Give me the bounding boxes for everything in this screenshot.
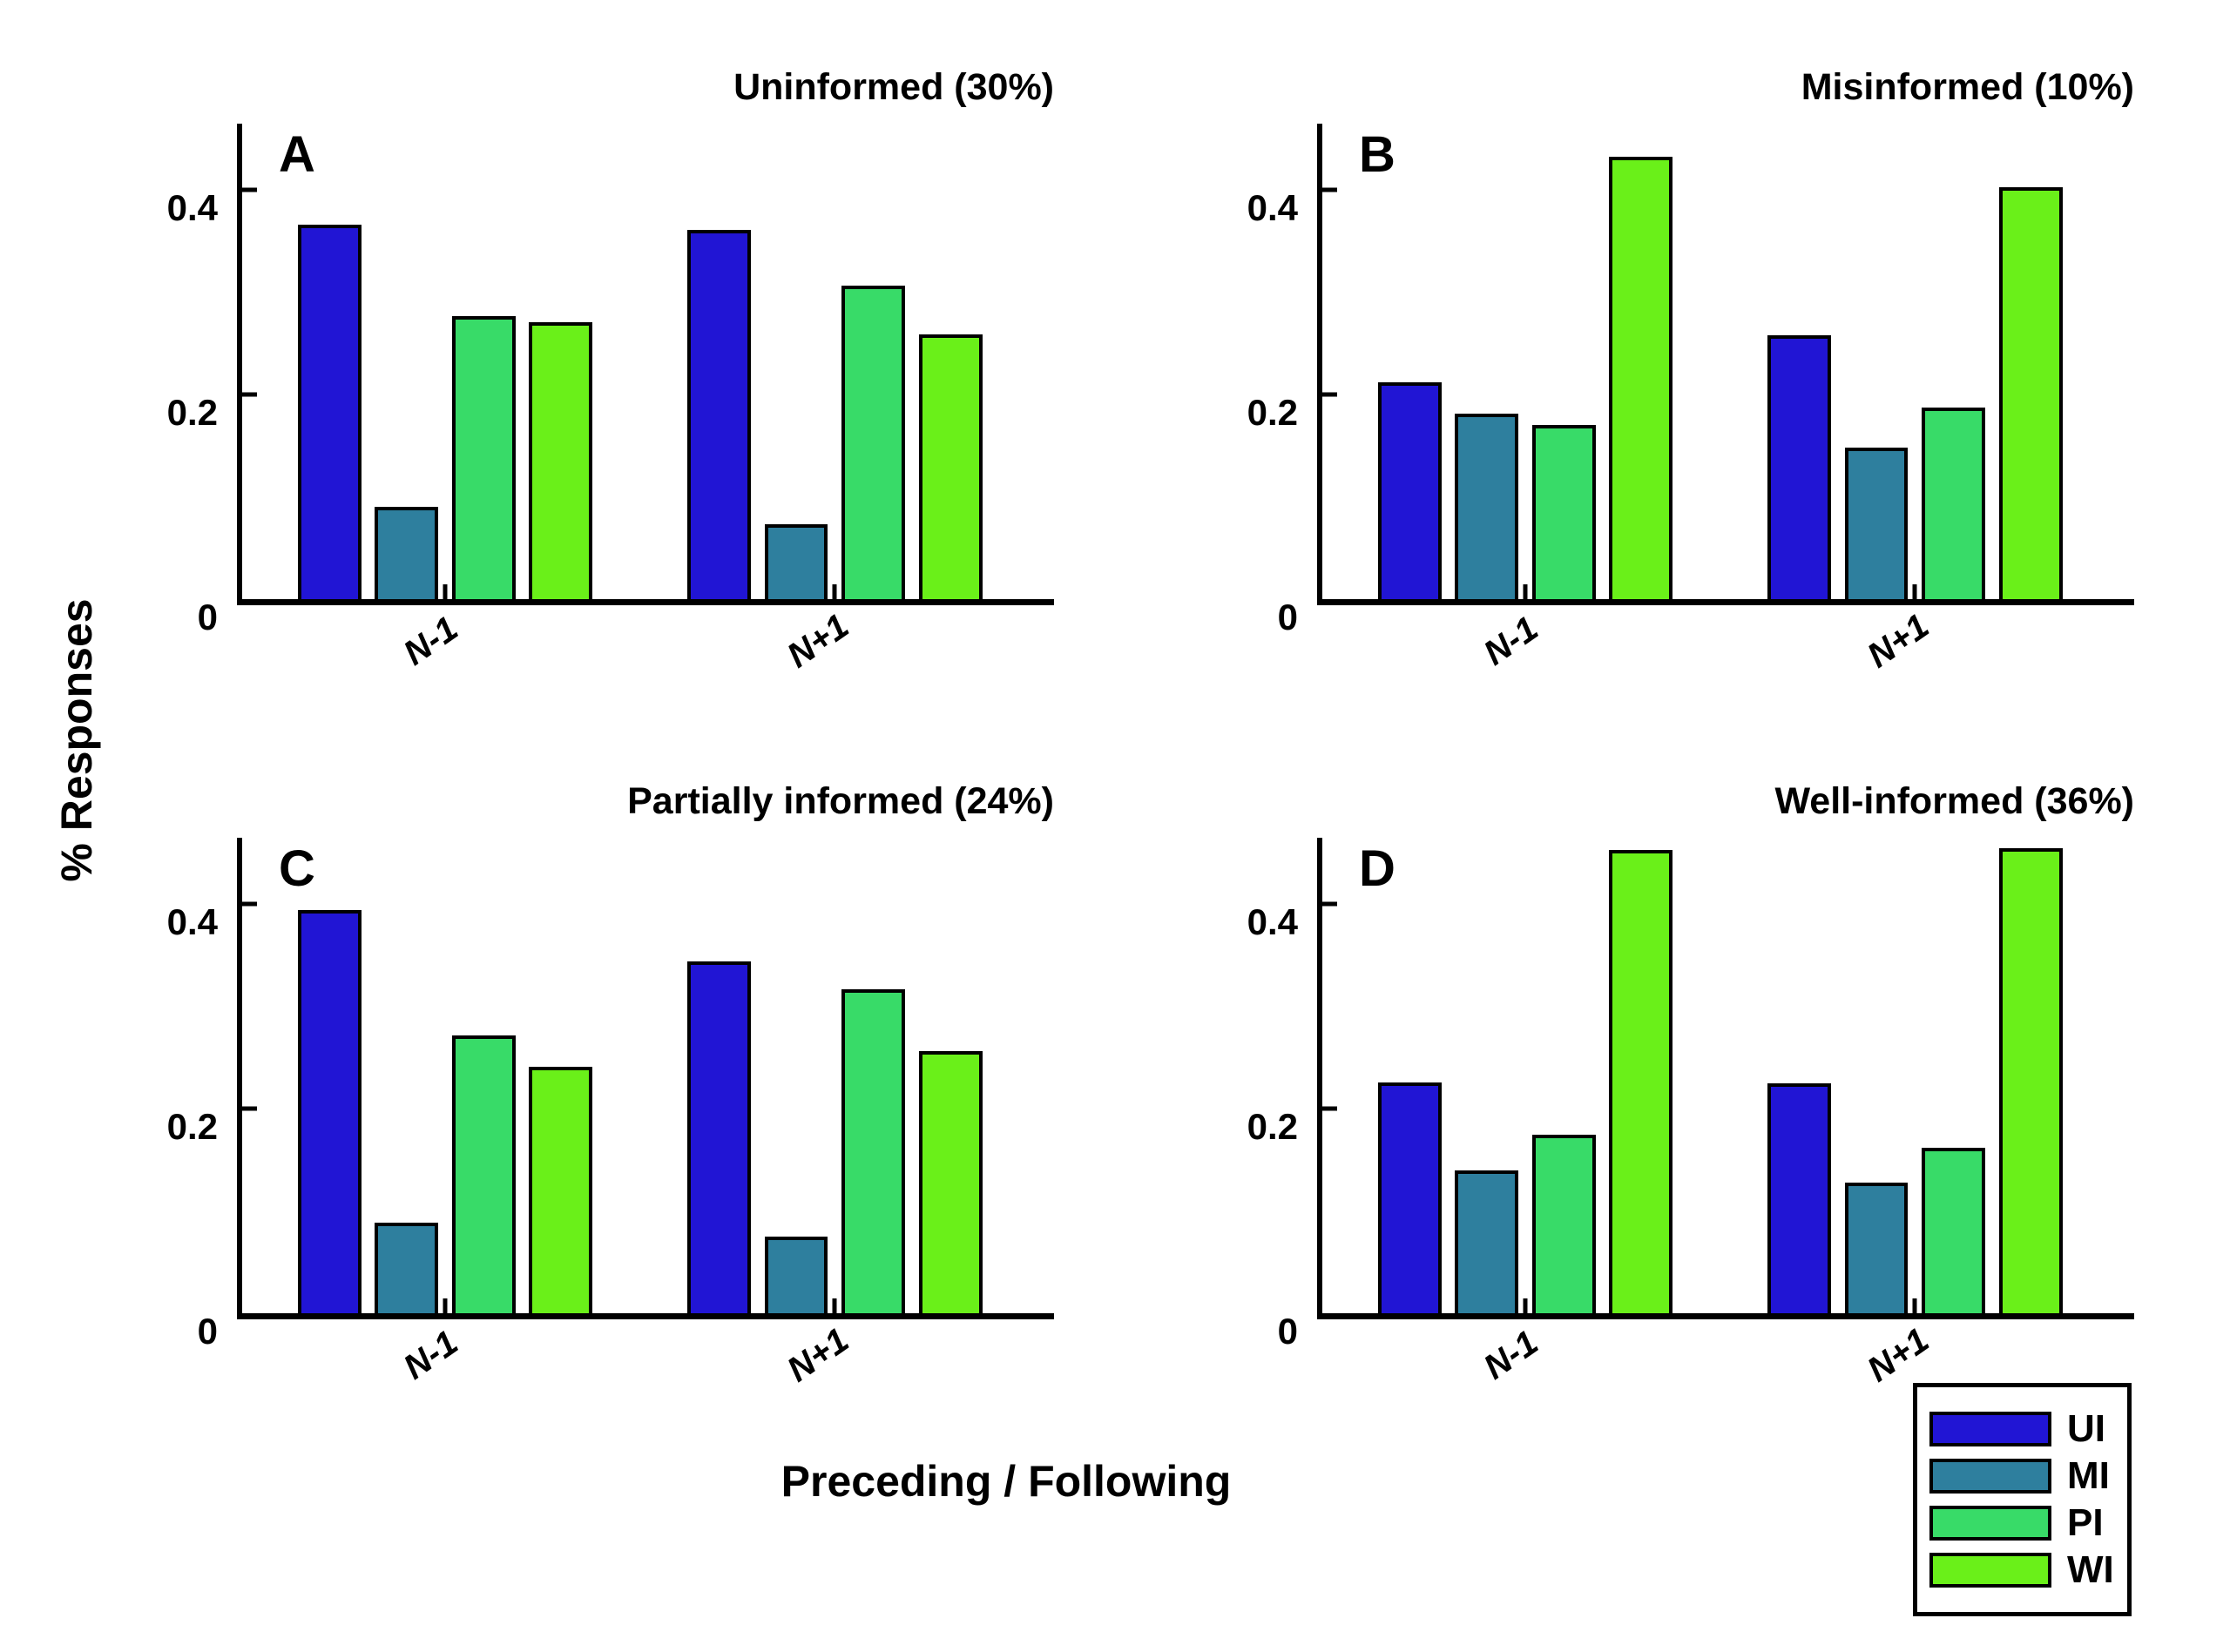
y-tick-label: 0.2 — [1247, 392, 1298, 434]
bar-B-N+1-PI — [1922, 408, 1985, 599]
panel-letter: A — [278, 126, 315, 183]
y-tick-mark — [1322, 392, 1337, 397]
bar-B-N+1-UI — [1767, 335, 1831, 599]
bar-D-N+1-UI — [1767, 1082, 1831, 1313]
bar-A-N+1-MI — [764, 524, 828, 599]
legend-swatch-UI — [1929, 1412, 2051, 1446]
bar-A-N+1-PI — [841, 285, 905, 599]
y-tick-label: 0.2 — [166, 392, 218, 434]
panel-title: Uninformed (30%) — [733, 66, 1054, 108]
panel-C: Partially informed (24%) C 0 0.2 0.4 N-1 N+1 — [167, 780, 1054, 1389]
y-tick-label: 0.2 — [1247, 1106, 1298, 1148]
bar-D-N+1-MI — [1844, 1182, 1909, 1313]
legend-label: WI — [2067, 1548, 2114, 1591]
x-axis-label: Preceding / Following — [780, 1457, 1232, 1506]
y-tick-label: 0 — [1277, 597, 1298, 637]
y-tick-mark — [242, 187, 257, 192]
bar-A-N-1-WI — [529, 321, 593, 599]
legend-row: UI — [1929, 1410, 2115, 1448]
bar-A-N+1-WI — [918, 334, 983, 599]
bar-C-N-1-MI — [375, 1222, 439, 1313]
bar-C-N+1-PI — [841, 988, 905, 1313]
x-tick-mark — [443, 1298, 448, 1313]
y-tick-label: 0.4 — [1247, 901, 1298, 943]
bar-B-N-1-PI — [1531, 425, 1596, 599]
bar-D-N+1-WI — [1998, 847, 2063, 1313]
bar-D-N-1-PI — [1531, 1134, 1596, 1313]
y-tick-label: 0.2 — [166, 1106, 218, 1148]
panel-title: Misinformed (10%) — [1801, 66, 2134, 108]
panel-title: Well-informed (36%) — [1774, 780, 2134, 822]
x-category-label: N+1 — [780, 1320, 856, 1390]
x-tick-mark — [1912, 584, 1917, 599]
y-tick-label: 0 — [197, 597, 218, 637]
panel-A: Uninformed (30%) A 0 0.2 0.4 N-1 N+1 — [167, 66, 1054, 675]
y-tick-mark — [242, 392, 257, 397]
legend-swatch-PI — [1929, 1506, 2051, 1541]
bar-C-N-1-UI — [297, 910, 362, 1313]
legend: UI MI PI WI — [1913, 1383, 2132, 1616]
panel-letter: B — [1358, 126, 1395, 183]
panel-D: Well-informed (36%) D 0 0.2 0.4 N-1 N+1 — [1247, 780, 2134, 1389]
bar-C-N+1-UI — [687, 961, 751, 1313]
x-category-label: N+1 — [1861, 1320, 1936, 1390]
bar-B-N-1-MI — [1455, 414, 1519, 599]
panel-title: Partially informed (24%) — [627, 780, 1054, 822]
bar-C-N+1-MI — [764, 1236, 828, 1313]
x-tick-mark — [832, 584, 837, 599]
bar-C-N+1-WI — [918, 1051, 983, 1313]
bar-A-N-1-PI — [451, 315, 516, 599]
legend-swatch-MI — [1929, 1459, 2051, 1494]
x-tick-mark — [443, 584, 448, 599]
legend-row: MI — [1929, 1457, 2115, 1495]
x-tick-mark — [1912, 1298, 1917, 1313]
bar-A-N+1-UI — [687, 230, 751, 599]
bar-C-N-1-PI — [451, 1035, 516, 1313]
bar-A-N-1-UI — [297, 225, 362, 599]
legend-swatch-WI — [1929, 1553, 2051, 1588]
panel-letter: D — [1358, 840, 1395, 897]
legend-row: PI — [1929, 1504, 2115, 1542]
x-category-label: N-1 — [396, 609, 465, 673]
y-tick-label: 0 — [197, 1311, 218, 1352]
y-tick-mark — [1322, 1106, 1337, 1111]
panel-B: Misinformed (10%) B 0 0.2 0.4 N-1 N+1 — [1247, 66, 2134, 675]
bar-D-N-1-MI — [1455, 1170, 1519, 1313]
y-tick-mark — [242, 1106, 257, 1111]
bar-B-N-1-UI — [1377, 382, 1442, 599]
y-tick-label: 0 — [1277, 1311, 1298, 1352]
bar-B-N+1-WI — [1998, 186, 2063, 599]
x-category-label: N+1 — [1861, 606, 1936, 676]
bar-D-N+1-PI — [1922, 1147, 1985, 1313]
y-tick-label: 0.4 — [166, 901, 218, 943]
legend-label: UI — [2067, 1407, 2105, 1450]
y-tick-mark — [242, 901, 257, 907]
y-axis-label: % Responses — [52, 598, 101, 882]
x-category-label: N-1 — [1477, 609, 1545, 673]
y-tick-label: 0.4 — [1247, 187, 1298, 229]
x-category-label: N-1 — [1477, 1323, 1545, 1387]
panel-letter: C — [278, 840, 315, 897]
y-tick-mark — [1322, 901, 1337, 907]
x-tick-mark — [1523, 1298, 1528, 1313]
bar-D-N-1-UI — [1377, 1082, 1442, 1313]
legend-label: PI — [2067, 1501, 2104, 1544]
bar-A-N-1-MI — [375, 507, 439, 599]
legend-row: WI — [1929, 1551, 2115, 1589]
bar-C-N-1-WI — [529, 1067, 593, 1313]
bar-B-N-1-WI — [1609, 156, 1673, 599]
x-category-label: N+1 — [780, 606, 856, 676]
x-tick-mark — [832, 1298, 837, 1313]
y-tick-label: 0.4 — [166, 187, 218, 229]
legend-label: MI — [2067, 1454, 2110, 1497]
y-tick-mark — [1322, 187, 1337, 192]
x-tick-mark — [1523, 584, 1528, 599]
x-category-label: N-1 — [396, 1323, 465, 1387]
bar-B-N+1-MI — [1844, 448, 1909, 599]
bar-D-N-1-WI — [1609, 850, 1673, 1313]
